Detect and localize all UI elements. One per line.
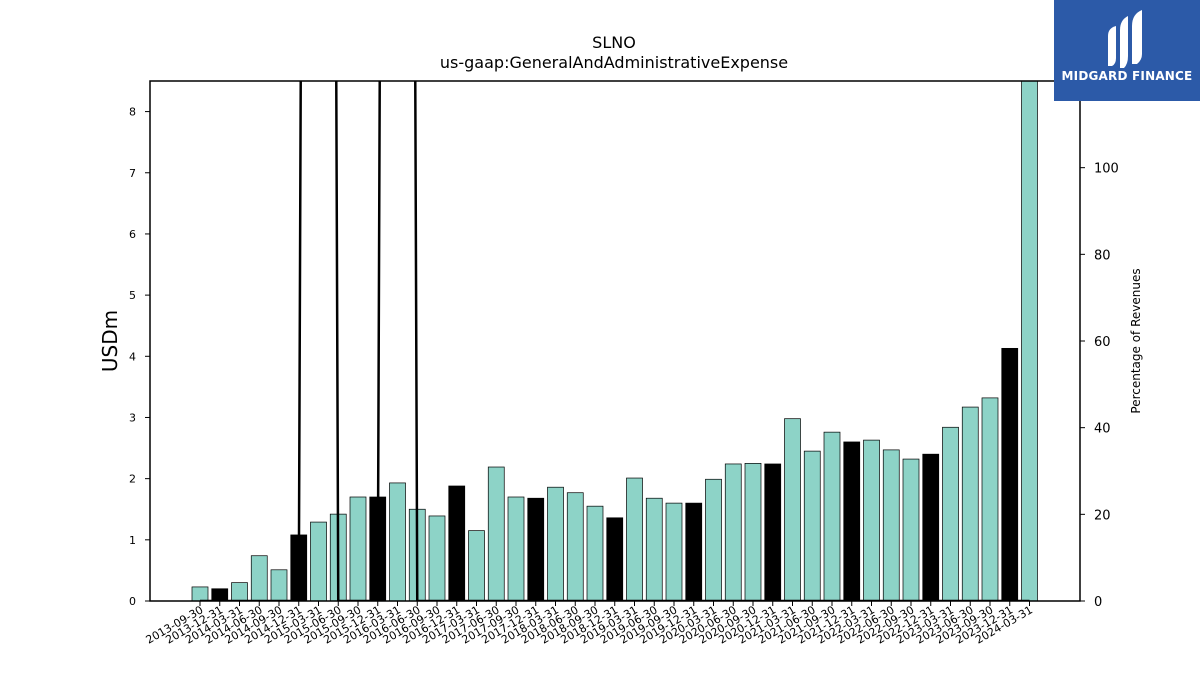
chart-subtitle: us-gaap:GeneralAndAdministrativeExpense — [440, 53, 788, 72]
x-ticks-group: 2013-09-302013-12-312014-03-312014-06-30… — [144, 601, 1035, 647]
bar-2022-06-30 — [882, 449, 900, 602]
bar-2014-03-31 — [231, 582, 248, 602]
bar-2020-03-31 — [705, 478, 722, 602]
y2-tick-label: 60 — [1094, 335, 1111, 350]
bar-2016-12-31 — [448, 485, 466, 602]
y-ticks-group: 0 1 2 3 4 5 6 7 8 — [129, 106, 150, 608]
y-tick-label: 3 — [129, 411, 136, 424]
y2-tick-label: 100 — [1094, 162, 1119, 177]
bars-group — [191, 80, 1038, 602]
y2-tick-label: 80 — [1094, 248, 1111, 263]
bar-2023-06-30 — [961, 406, 979, 602]
y2-ticks-group: 0 20 40 60 80 100 — [1080, 162, 1119, 610]
y-tick-label: 6 — [129, 228, 136, 241]
bar-2020-09-30 — [744, 463, 762, 602]
bar-2016-03-31 — [389, 482, 406, 602]
bar-2018-09-30 — [586, 505, 604, 602]
y-tick-label: 8 — [129, 106, 136, 119]
bar-2021-06-30 — [803, 450, 821, 602]
bar-2015-03-31 — [310, 521, 327, 602]
y2-tick-label: 20 — [1094, 508, 1111, 523]
bar-2019-06-30 — [645, 497, 663, 602]
bar-2023-03-31 — [942, 426, 959, 602]
bar-2018-03-31 — [547, 486, 564, 602]
bar-2020-12-31 — [764, 463, 782, 602]
bar-2015-09-30 — [349, 496, 367, 602]
bar-2019-09-30 — [665, 502, 683, 602]
y-tick-label: 7 — [129, 167, 136, 180]
bar-2014-09-30 — [270, 569, 288, 602]
bar-2022-03-31 — [863, 439, 880, 602]
y2-tick-label: 0 — [1094, 595, 1102, 610]
bar-2013-09-30 — [191, 586, 209, 602]
y-tick-label: 4 — [129, 350, 136, 363]
midgard-finance-logo: MIDGARD FINANCE — [1054, 0, 1200, 101]
bar-2019-12-31 — [685, 502, 703, 602]
bar-2018-12-31 — [606, 517, 624, 602]
y-tick-label: 2 — [129, 473, 136, 486]
y-tick-label: 0 — [129, 595, 136, 608]
logo-text: MIDGARD FINANCE — [1061, 69, 1193, 83]
chart-title: SLNO — [592, 33, 636, 52]
bar-2020-06-30 — [724, 463, 742, 602]
bar-2014-06-30 — [250, 555, 268, 602]
y2-tick-label: 40 — [1094, 422, 1111, 437]
bar-2013-12-31 — [211, 588, 229, 602]
bar-2016-09-30 — [428, 515, 446, 602]
bar-2017-03-31 — [468, 530, 485, 602]
midgard-logo-icon — [1108, 10, 1142, 68]
bar-2017-06-30 — [487, 466, 505, 602]
y2-axis-label: Percentage of Revenues — [1129, 268, 1143, 413]
y-axis-label: USDm — [98, 310, 122, 372]
bar-2017-12-31 — [527, 497, 545, 602]
y-tick-label: 5 — [129, 289, 136, 302]
bar-2023-09-30 — [981, 397, 999, 602]
bar-2022-09-30 — [902, 458, 920, 602]
bar-2021-09-30 — [823, 431, 841, 602]
bar-2023-12-31 — [1001, 347, 1019, 602]
bar-2022-12-31 — [922, 453, 940, 602]
bar-2021-12-31 — [843, 441, 861, 602]
bar-2019-03-31 — [626, 477, 643, 602]
bar-2018-06-30 — [566, 492, 584, 602]
y-tick-label: 1 — [129, 534, 136, 547]
bar-2021-03-31 — [784, 418, 801, 602]
bar-2017-09-30 — [507, 496, 525, 602]
bar-2024-03-31 — [1021, 80, 1038, 602]
